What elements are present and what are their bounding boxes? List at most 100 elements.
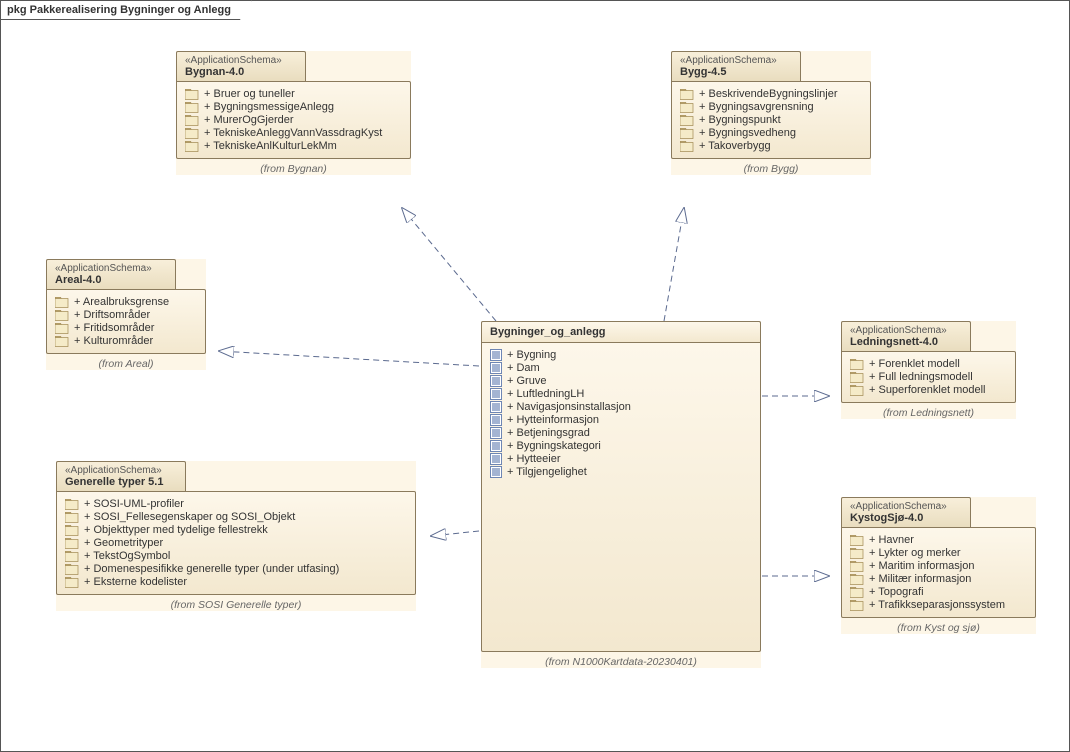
package-bygg: «ApplicationSchema» Bygg-4.5 + Beskriven… xyxy=(671,51,871,175)
from-note: (from SOSI Generelle typer) xyxy=(56,599,416,611)
item-label: + Bygningskategori xyxy=(507,440,601,452)
folder-icon xyxy=(680,141,694,152)
package-tab: «ApplicationSchema» Bygg-4.5 xyxy=(671,51,801,81)
item-label: + Arealbruksgrense xyxy=(74,296,169,308)
item-label: + Takoverbygg xyxy=(699,140,771,152)
package-name: KystogSjø-4.0 xyxy=(850,512,962,524)
list-item: + Bygningskategori xyxy=(490,440,752,452)
folder-icon xyxy=(65,538,79,549)
list-item: + Domenespesifikke generelle typer (unde… xyxy=(65,563,407,575)
list-item: + Bygning xyxy=(490,349,752,361)
list-item: + Driftsområder xyxy=(55,309,197,321)
item-label: + Geometrityper xyxy=(84,537,163,549)
list-item: + Maritim informasjon xyxy=(850,560,1027,572)
folder-icon xyxy=(850,548,864,559)
package-name: Bygnan-4.0 xyxy=(185,66,297,78)
list-item: + TekniskeAnlKulturLekMm xyxy=(185,140,402,152)
package-name: Bygninger_og_anlegg xyxy=(481,321,761,342)
from-note: (from Bygnan) xyxy=(176,163,411,175)
stereotype: «ApplicationSchema» xyxy=(65,465,177,476)
package-ledningsnett: «ApplicationSchema» Ledningsnett-4.0 + F… xyxy=(841,321,1016,419)
list-item: + MurerOgGjerder xyxy=(185,114,402,126)
folder-icon xyxy=(850,574,864,585)
from-note: (from Areal) xyxy=(46,358,206,370)
item-label: + Superforenklet modell xyxy=(869,384,985,396)
package-items: + BeskrivendeBygningslinjer+ Bygningsavg… xyxy=(680,88,862,152)
folder-icon xyxy=(185,115,199,126)
package-tab: «ApplicationSchema» Bygnan-4.0 xyxy=(176,51,306,81)
list-item: + SOSI-UML-profiler xyxy=(65,498,407,510)
list-item: + Geometrityper xyxy=(65,537,407,549)
folder-icon xyxy=(65,525,79,536)
stereotype: «ApplicationSchema» xyxy=(850,501,962,512)
package-items: + Arealbruksgrense+ Driftsområder+ Friti… xyxy=(55,296,197,347)
package-tab: «ApplicationSchema» Generelle typer 5.1 xyxy=(56,461,186,491)
item-label: + BygningsmessigeAnlegg xyxy=(204,101,334,113)
item-label: + Hytteinformasjon xyxy=(507,414,599,426)
folder-icon xyxy=(185,102,199,113)
item-label: + Bygning xyxy=(507,349,556,361)
package-bygnan: «ApplicationSchema» Bygnan-4.0 + Bruer o… xyxy=(176,51,411,175)
folder-icon xyxy=(55,336,69,347)
list-item: + SOSI_Fellesegenskaper og SOSI_Objekt xyxy=(65,511,407,523)
item-label: + Gruve xyxy=(507,375,546,387)
package-areal: «ApplicationSchema» Areal-4.0 + Arealbru… xyxy=(46,259,206,370)
item-label: + LuftledningLH xyxy=(507,388,584,400)
list-item: + Gruve xyxy=(490,375,752,387)
from-note: (from Bygg) xyxy=(671,163,871,175)
folder-icon xyxy=(65,564,79,575)
class-icon xyxy=(490,453,502,465)
list-item: + Hytteeier xyxy=(490,453,752,465)
list-item: + Topografi xyxy=(850,586,1027,598)
folder-icon xyxy=(850,587,864,598)
item-label: + BeskrivendeBygningslinjer xyxy=(699,88,838,100)
list-item: + Bygningsavgrensning xyxy=(680,101,862,113)
realization-connector xyxy=(219,351,479,366)
item-label: + Eksterne kodelister xyxy=(84,576,187,588)
list-item: + Forenklet modell xyxy=(850,358,1007,370)
realization-connector xyxy=(402,208,496,321)
from-note: (from Ledningsnett) xyxy=(841,407,1016,419)
list-item: + Superforenklet modell xyxy=(850,384,1007,396)
list-item: + Fritidsområder xyxy=(55,322,197,334)
list-item: + Bygningspunkt xyxy=(680,114,862,126)
folder-icon xyxy=(65,577,79,588)
list-item: + Lykter og merker xyxy=(850,547,1027,559)
item-label: + TekstOgSymbol xyxy=(84,550,170,562)
folder-icon xyxy=(185,128,199,139)
list-item: + Trafikkseparasjonssystem xyxy=(850,599,1027,611)
package-items: + SOSI-UML-profiler+ SOSI_Fellesegenskap… xyxy=(65,498,407,588)
realization-connector xyxy=(431,531,479,536)
folder-icon xyxy=(680,89,694,100)
package-central: Bygninger_og_anlegg + Bygning+ Dam+ Gruv… xyxy=(481,321,761,668)
item-label: + TekniskeAnlKulturLekMm xyxy=(204,140,337,152)
class-icon xyxy=(490,414,502,426)
folder-icon xyxy=(680,102,694,113)
package-tab: «ApplicationSchema» Ledningsnett-4.0 xyxy=(841,321,971,351)
from-note: (from N1000Kartdata-20230401) xyxy=(481,656,761,668)
class-icon xyxy=(490,466,502,478)
item-label: + Tilgjengelighet xyxy=(507,466,587,478)
item-label: + Domenespesifikke generelle typer (unde… xyxy=(84,563,339,575)
item-label: + Topografi xyxy=(869,586,924,598)
realization-connector xyxy=(664,208,684,321)
item-label: + Full ledningsmodell xyxy=(869,371,973,383)
package-items: + Bygning+ Dam+ Gruve+ LuftledningLH+ Na… xyxy=(490,349,752,478)
list-item: + Navigasjonsinstallasjon xyxy=(490,401,752,413)
list-item: + TekstOgSymbol xyxy=(65,550,407,562)
list-item: + Havner xyxy=(850,534,1027,546)
diagram-frame: pkg Pakkerealisering Bygninger og Anlegg… xyxy=(0,0,1070,752)
stereotype: «ApplicationSchema» xyxy=(55,263,167,274)
item-label: + Fritidsområder xyxy=(74,322,154,334)
list-item: + LuftledningLH xyxy=(490,388,752,400)
folder-icon xyxy=(850,561,864,572)
folder-icon xyxy=(850,385,864,396)
folder-icon xyxy=(850,372,864,383)
item-label: + Bygningspunkt xyxy=(699,114,781,126)
list-item: + TekniskeAnleggVannVassdragKyst xyxy=(185,127,402,139)
package-items: + Forenklet modell+ Full ledningsmodell+… xyxy=(850,358,1007,396)
folder-icon xyxy=(55,310,69,321)
package-items: + Bruer og tuneller+ BygningsmessigeAnle… xyxy=(185,88,402,152)
item-label: + TekniskeAnleggVannVassdragKyst xyxy=(204,127,382,139)
item-label: + SOSI_Fellesegenskaper og SOSI_Objekt xyxy=(84,511,295,523)
